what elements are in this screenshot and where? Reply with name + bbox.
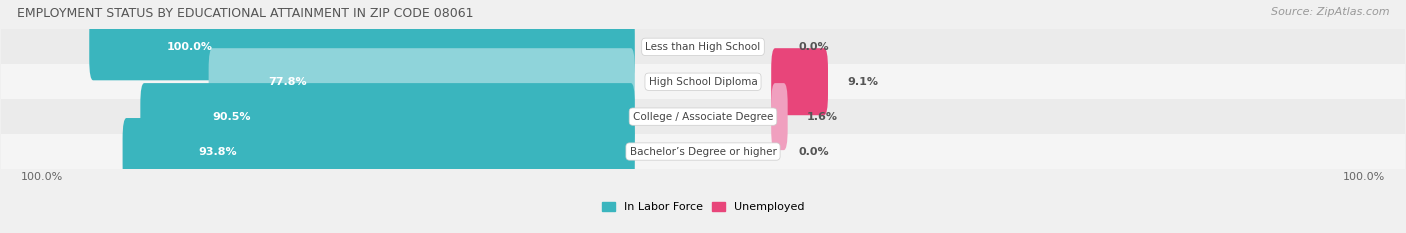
Text: 100.0%: 100.0% [167,42,212,52]
Text: 0.0%: 0.0% [799,42,828,52]
Bar [1,29,1405,64]
Text: 100.0%: 100.0% [21,172,63,182]
FancyBboxPatch shape [208,48,634,115]
Text: Less than High School: Less than High School [645,42,761,52]
Legend: In Labor Force, Unemployed: In Labor Force, Unemployed [598,197,808,216]
FancyBboxPatch shape [772,83,787,150]
Text: 1.6%: 1.6% [807,112,838,122]
Text: 93.8%: 93.8% [198,147,236,157]
FancyBboxPatch shape [141,83,634,150]
Bar [1,64,1405,99]
Text: Bachelor’s Degree or higher: Bachelor’s Degree or higher [630,147,776,157]
Text: 9.1%: 9.1% [846,77,877,87]
Text: 77.8%: 77.8% [269,77,307,87]
Text: High School Diploma: High School Diploma [648,77,758,87]
FancyBboxPatch shape [89,13,634,80]
Text: EMPLOYMENT STATUS BY EDUCATIONAL ATTAINMENT IN ZIP CODE 08061: EMPLOYMENT STATUS BY EDUCATIONAL ATTAINM… [17,7,474,20]
Text: 100.0%: 100.0% [1343,172,1385,182]
Bar [1,99,1405,134]
Text: Source: ZipAtlas.com: Source: ZipAtlas.com [1271,7,1389,17]
Text: 90.5%: 90.5% [212,112,252,122]
FancyBboxPatch shape [122,118,634,185]
FancyBboxPatch shape [772,48,828,115]
Text: 0.0%: 0.0% [799,147,828,157]
Text: College / Associate Degree: College / Associate Degree [633,112,773,122]
Bar [1,134,1405,169]
